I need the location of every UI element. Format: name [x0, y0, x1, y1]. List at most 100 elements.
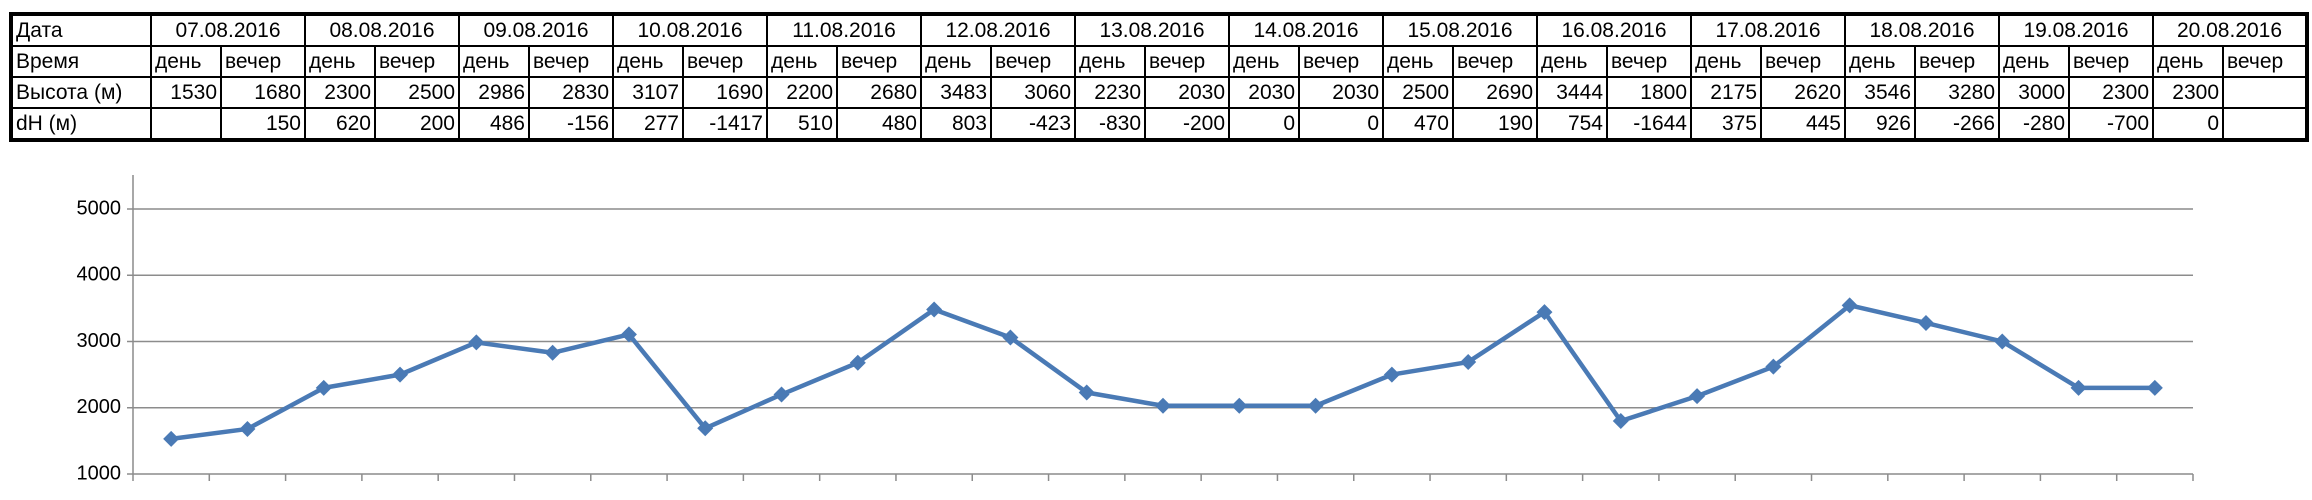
- point-marker: [1689, 388, 1706, 405]
- table-cell: день: [1536, 45, 1608, 78]
- table-cell: день: [2152, 45, 2224, 78]
- point-marker: [697, 420, 714, 437]
- table-cell: 08.08.2016: [304, 13, 460, 47]
- table-cell: день: [1228, 45, 1300, 78]
- table-cell: 0: [1228, 107, 1300, 141]
- table-cell: 12.08.2016: [920, 13, 1076, 47]
- table-cell: [2222, 107, 2308, 141]
- table-cell: 2830: [528, 76, 614, 109]
- table-cell: 1800: [1606, 76, 1692, 109]
- table-cell: 150: [220, 107, 306, 141]
- table-cell: 16.08.2016: [1536, 13, 1692, 47]
- point-marker: [544, 344, 561, 361]
- table-cell: dH (м): [10, 107, 152, 141]
- table-cell: 445: [1760, 107, 1846, 141]
- point-marker: [1307, 397, 1324, 414]
- table-cell: вечер: [528, 45, 614, 78]
- table-cell: 754: [1536, 107, 1608, 141]
- table-cell: 15.08.2016: [1382, 13, 1538, 47]
- table-cell: [2222, 76, 2308, 109]
- table-cell: день: [920, 45, 992, 78]
- table-cell: вечер: [374, 45, 460, 78]
- point-marker: [239, 420, 256, 437]
- table-cell: 190: [1452, 107, 1538, 141]
- table-row: dH (м) 150 620 200 486 -156 277 -1417 510 480 803-…: [10, 107, 2308, 141]
- table-cell: -280: [1998, 107, 2070, 141]
- table-cell: -830: [1074, 107, 1146, 141]
- point-marker: [1383, 366, 1400, 383]
- table-cell: 3107: [612, 76, 684, 109]
- table-cell: 926: [1844, 107, 1916, 141]
- point-marker: [1002, 329, 1019, 346]
- table-cell: вечер: [1606, 45, 1692, 78]
- table-cell: день: [612, 45, 684, 78]
- table-cell: -423: [990, 107, 1076, 141]
- table-row: Высота (м) 1530 1680 2300 2500 2986 2830 3107 16…: [10, 76, 2308, 109]
- table-cell: 3000: [1998, 76, 2070, 109]
- table-cell: 3483: [920, 76, 992, 109]
- table-cell: 20.08.2016: [2152, 13, 2308, 47]
- table-cell: 09.08.2016: [458, 13, 614, 47]
- table-cell: 2620: [1760, 76, 1846, 109]
- table-cell: вечер: [2068, 45, 2154, 78]
- y-tick-label: 1000: [77, 462, 122, 484]
- point-marker: [773, 386, 790, 403]
- point-marker: [1994, 333, 2011, 350]
- table-cell: 2680: [836, 76, 922, 109]
- point-marker: [1917, 314, 1934, 331]
- table-cell: вечер: [682, 45, 768, 78]
- y-tick-label: 2000: [77, 396, 122, 418]
- table-cell: 10.08.2016: [612, 13, 768, 47]
- table-cell: вечер: [1144, 45, 1230, 78]
- table-cell: вечер: [1760, 45, 1846, 78]
- point-marker: [1536, 304, 1553, 321]
- table-cell: 18.08.2016: [1844, 13, 2000, 47]
- table-cell: Время: [10, 45, 152, 78]
- table-cell: Высота (м): [10, 76, 152, 109]
- table-cell: вечер: [1298, 45, 1384, 78]
- table-cell: 2030: [1298, 76, 1384, 109]
- table-cell: 19.08.2016: [1998, 13, 2154, 47]
- table-cell: 1530: [150, 76, 222, 109]
- table-cell: вечер: [1914, 45, 2000, 78]
- table-cell: 1680: [220, 76, 306, 109]
- table-row: Дата 07.08.2016 08.08.2016 09.08.2016 10.08.…: [10, 13, 2308, 47]
- table-cell: вечер: [836, 45, 922, 78]
- table-cell: 2986: [458, 76, 530, 109]
- table-cell: 2300: [2152, 76, 2224, 109]
- table-cell: день: [766, 45, 838, 78]
- point-marker: [1612, 413, 1629, 429]
- table-cell: 14.08.2016: [1228, 13, 1384, 47]
- series-line: [170, 303, 2155, 442]
- point-marker: [392, 366, 409, 383]
- table-cell: 2030: [1144, 76, 1230, 109]
- table-cell: 3280: [1914, 76, 2000, 109]
- table-cell: день: [1844, 45, 1916, 78]
- point-marker: [1078, 384, 1095, 401]
- table-cell: день: [1074, 45, 1146, 78]
- point-marker: [2146, 379, 2163, 396]
- table-cell: вечер: [220, 45, 306, 78]
- point-marker: [315, 379, 332, 396]
- table-cell: 470: [1382, 107, 1454, 141]
- table-row: Время день вечер день вечер день вечер день вече…: [10, 45, 2308, 78]
- table-cell: 2175: [1690, 76, 1762, 109]
- table-cell: 486: [458, 107, 530, 141]
- y-tick-label: 5000: [77, 197, 122, 219]
- table-cell: 480: [836, 107, 922, 141]
- point-marker: [468, 334, 485, 351]
- table-cell: день: [1690, 45, 1762, 78]
- table-cell: -200: [1144, 107, 1230, 141]
- table-cell: вечер: [2222, 45, 2308, 78]
- table-cell: 3546: [1844, 76, 1916, 109]
- table-cell: 11.08.2016: [766, 13, 922, 47]
- point-marker: [1155, 397, 1171, 414]
- table-cell: 1690: [682, 76, 768, 109]
- table-cell: -266: [1914, 107, 2000, 141]
- point-marker: [849, 354, 866, 371]
- table-cell: 3060: [990, 76, 1076, 109]
- table-cell: 3444: [1536, 76, 1608, 109]
- table-cell: 2300: [2068, 76, 2154, 109]
- table-cell: 2200: [766, 76, 838, 109]
